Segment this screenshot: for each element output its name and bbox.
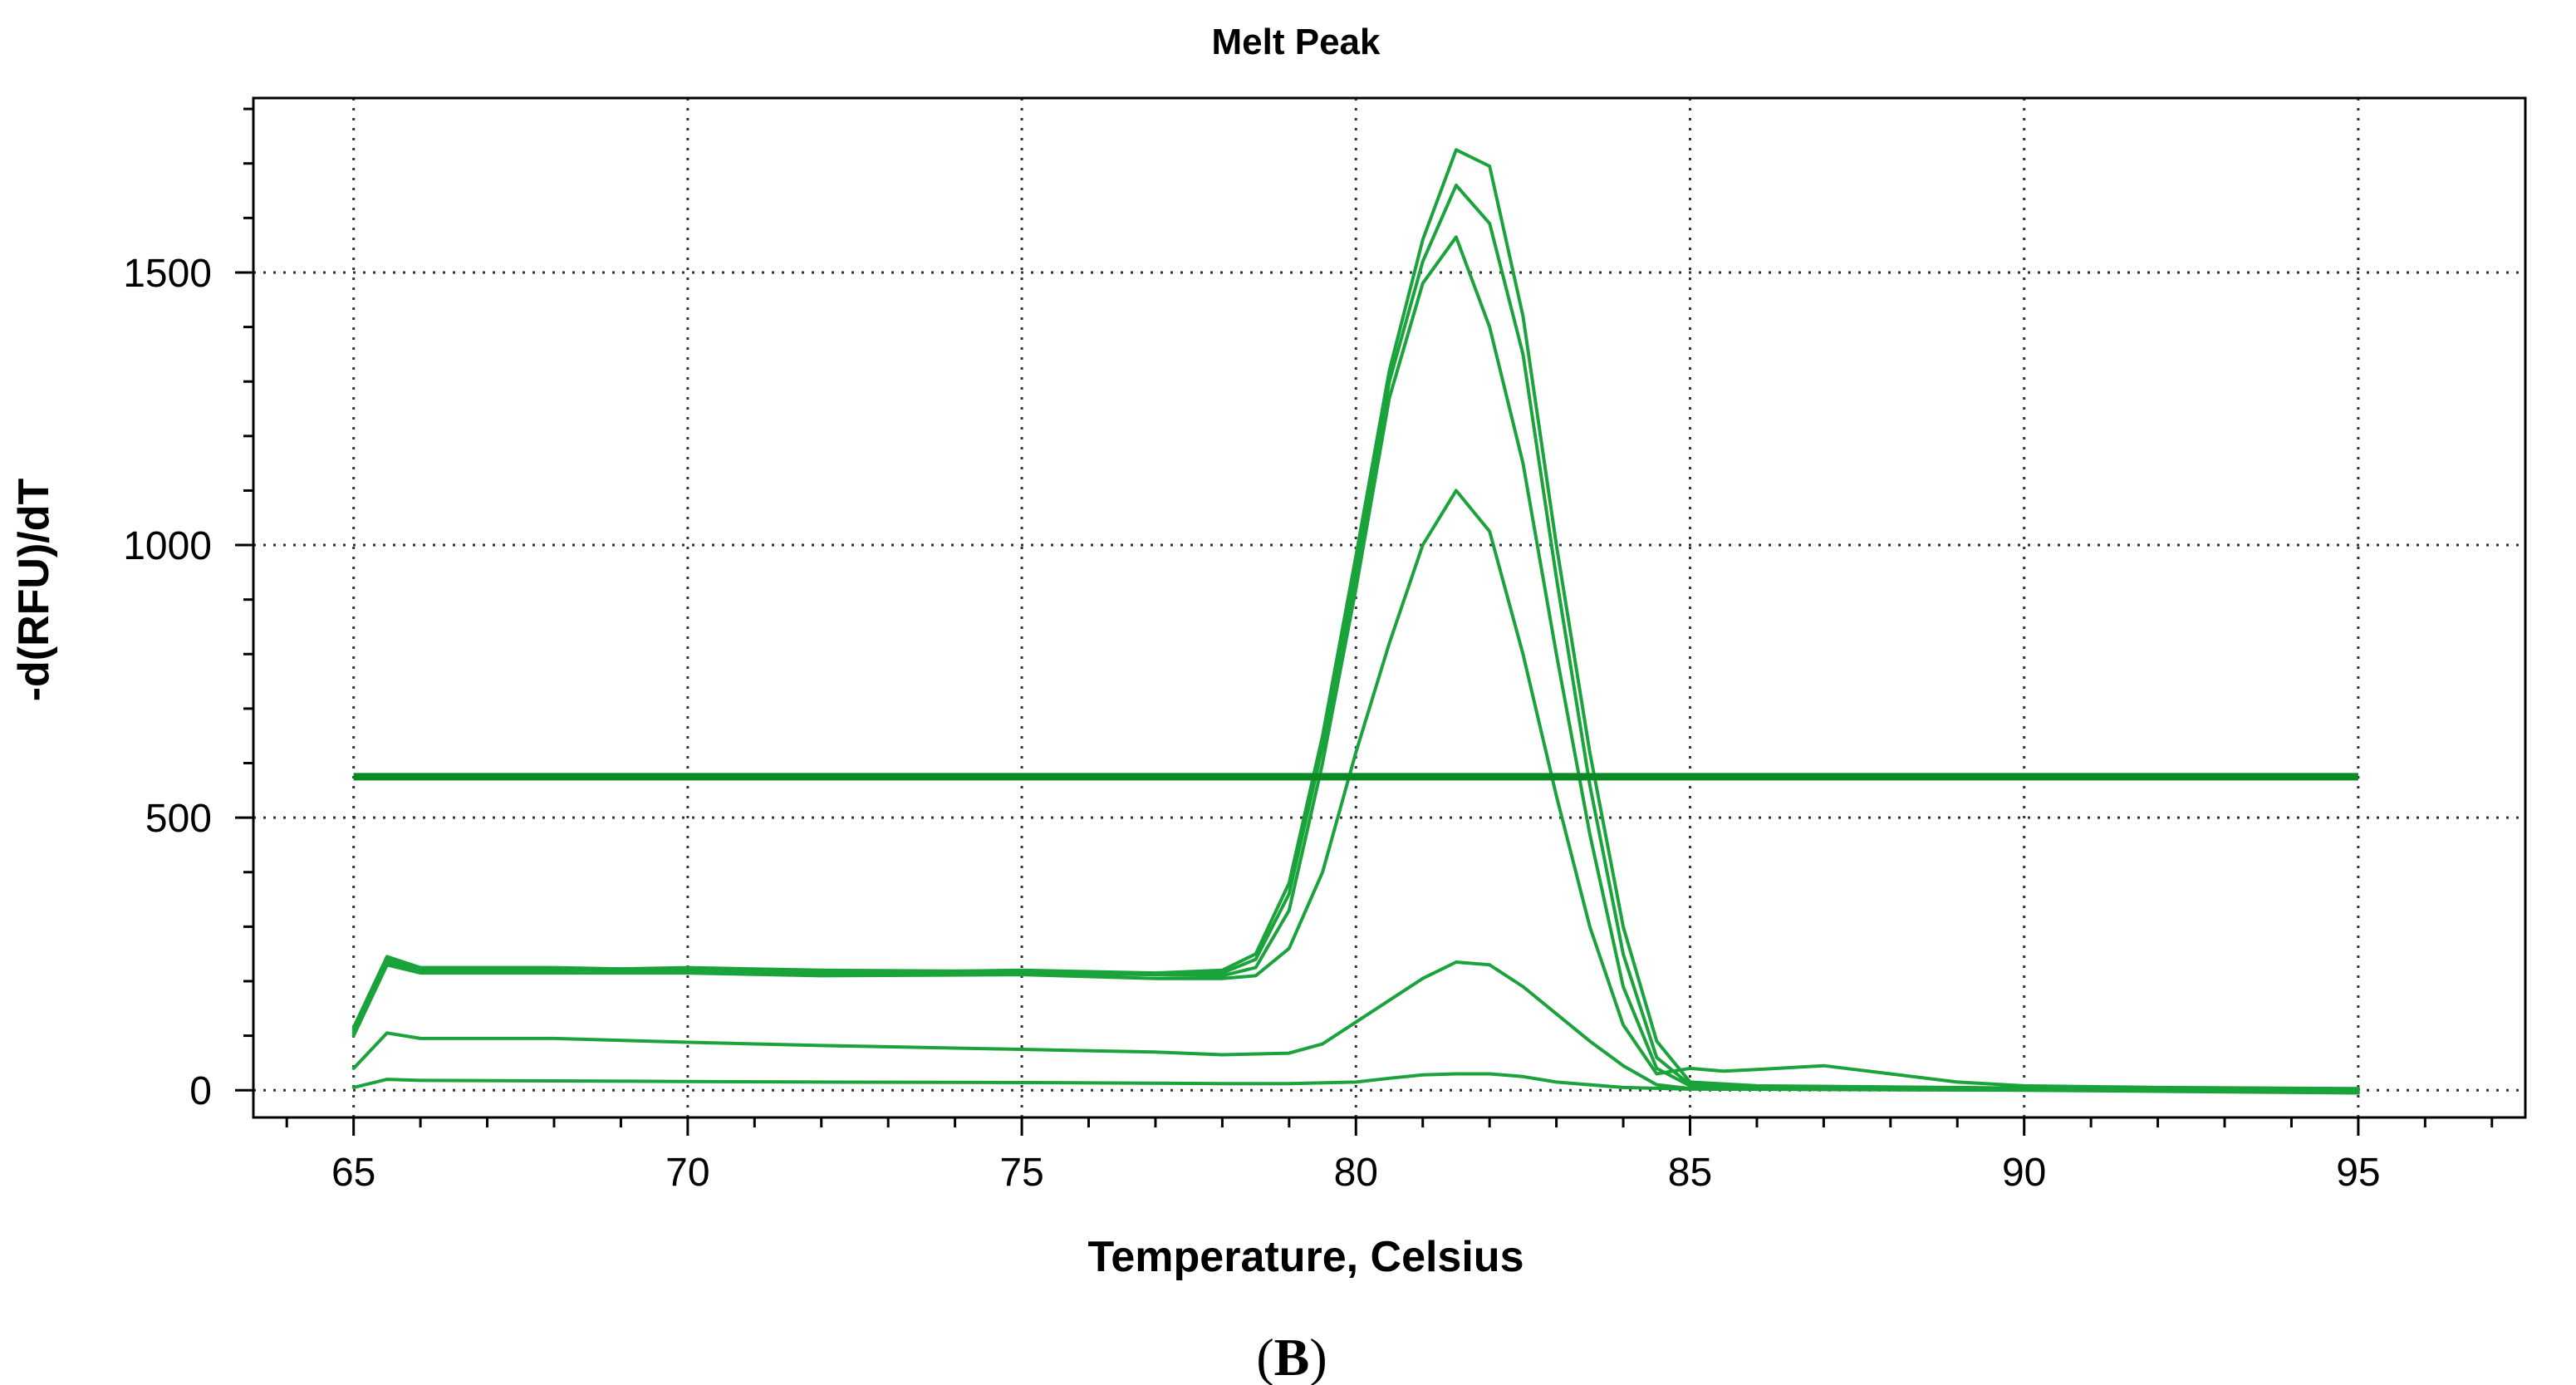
caption-letter: B <box>1274 1328 1310 1385</box>
x-tick-label: 80 <box>1334 1151 1378 1195</box>
caption-open-paren: ( <box>1256 1328 1273 1385</box>
melt-curve <box>351 960 2360 1093</box>
chart-title: Melt Peak <box>1212 22 1381 62</box>
x-tick-label: 75 <box>999 1151 1043 1195</box>
y-tick-label: 500 <box>145 797 212 841</box>
y-tick-label: 0 <box>189 1069 212 1113</box>
caption-close-paren: ) <box>1309 1328 1327 1385</box>
x-tick-label: 65 <box>331 1151 375 1195</box>
x-tick-label: 95 <box>2336 1151 2380 1195</box>
grid-lines <box>253 98 2525 1117</box>
y-tick-label: 1500 <box>123 252 212 296</box>
x-axis-label: Temperature, Celsius <box>1087 1233 1524 1281</box>
x-tick-label: 85 <box>1668 1151 1712 1195</box>
x-tick-label: 70 <box>665 1151 709 1195</box>
y-axis-label: -d(RFU)/dT <box>10 478 58 701</box>
data-series <box>351 148 2360 1095</box>
y-tick-label: 1000 <box>123 524 212 568</box>
axes: 65 70 75 80 85 90 95 0 500 1000 1500 <box>123 96 2527 1195</box>
x-tick-label: 90 <box>2002 1151 2046 1195</box>
plot-frame <box>252 96 2527 1119</box>
melt-curve <box>351 235 2360 1092</box>
melt-curve <box>351 1072 2360 1095</box>
melt-curve <box>351 489 2360 1091</box>
figure-caption: (B) <box>1256 1328 1327 1385</box>
